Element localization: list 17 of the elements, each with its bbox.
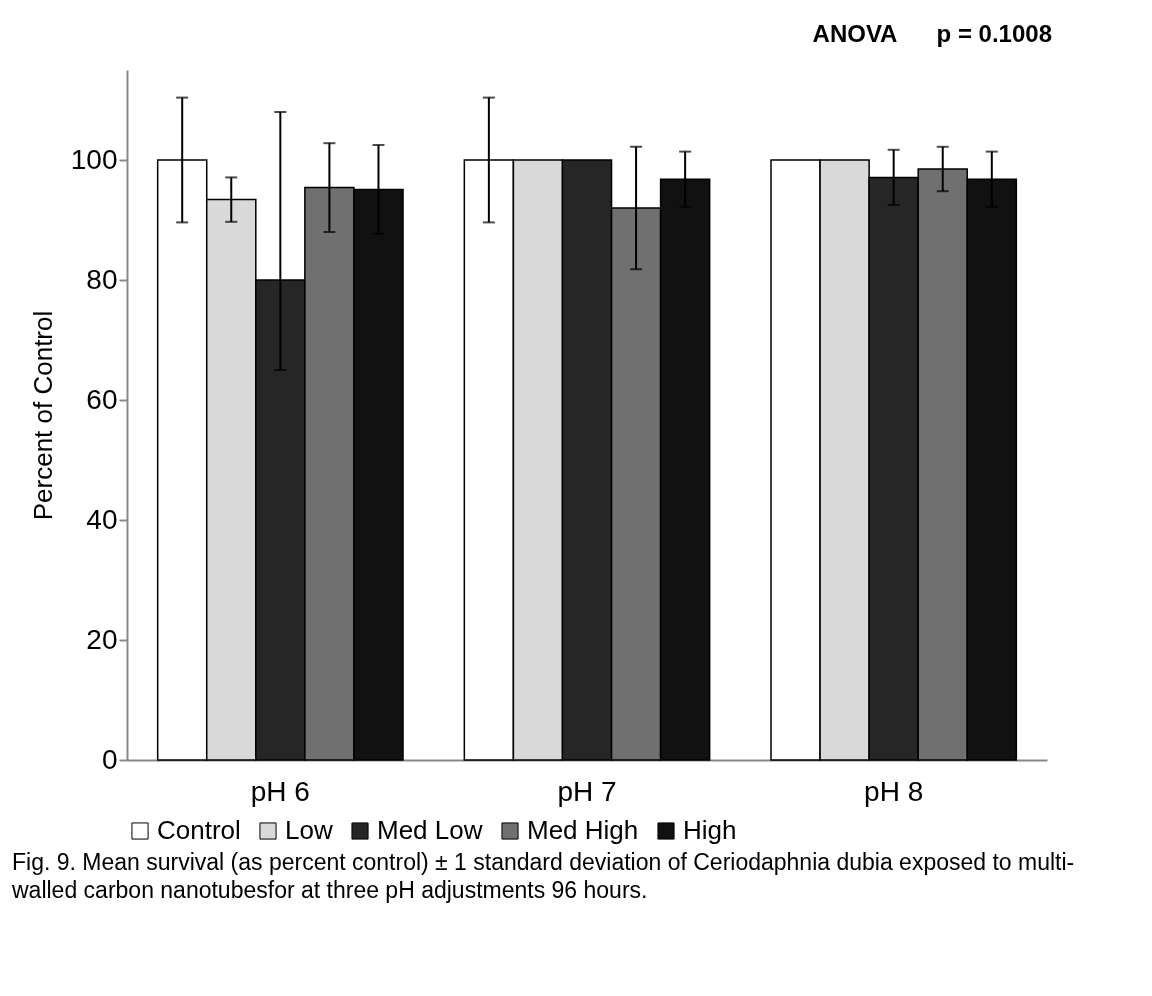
x-tick-label: pH 6 <box>250 775 310 807</box>
y-tick-label: 40 <box>86 503 118 535</box>
y-tick-label: 100 <box>70 143 118 175</box>
x-tick-label: pH 8 <box>864 775 924 807</box>
legend-label: High <box>683 815 737 845</box>
y-tick-label: 20 <box>86 623 118 655</box>
legend-label: Low <box>285 815 333 845</box>
legend-label: Med High <box>527 815 639 845</box>
caption: Fig. 9. Mean survival (as percent control) ± 1 standard deviation of Ceriodaphnia dubia exposed to multi-walled carbon nanotubesfor at three pH adjustments 96 hours. <box>12 848 1076 904</box>
y-tick-label: 80 <box>86 263 118 295</box>
y-axis-title: Percent of Control <box>27 310 58 521</box>
legend-label: Med Low <box>377 815 483 845</box>
x-tick-label: pH 7 <box>557 775 617 807</box>
y-tick-label: 60 <box>86 383 118 415</box>
y-tick-label: 0 <box>101 743 118 775</box>
legend-label: Control <box>157 815 241 845</box>
text: ANOVA p = 0.1008 <box>812 20 1052 48</box>
